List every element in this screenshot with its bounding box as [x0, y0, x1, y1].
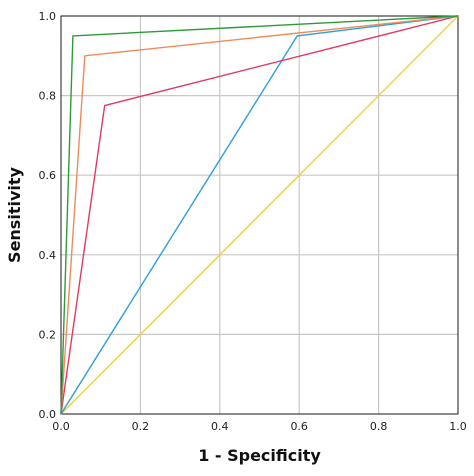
series-lines — [60, 15, 459, 415]
x-tick-label: 0.2 — [132, 420, 150, 433]
x-tick-label: 1.0 — [449, 420, 467, 433]
y-tick-label: 0.8 — [39, 90, 57, 103]
series-line-3 — [60, 15, 459, 415]
y-tick-label: 0.6 — [39, 169, 57, 182]
x-axis-label: 1 - Specificity — [198, 446, 321, 465]
x-tick-label: 0.6 — [290, 420, 308, 433]
y-tick-label: 0.0 — [39, 408, 57, 421]
series-line-2 — [60, 15, 459, 415]
y-tick-label: 0.4 — [39, 249, 57, 262]
series-line-1 — [60, 15, 459, 415]
y-axis-label: Sensitivity — [5, 166, 24, 262]
y-tick-label: 0.2 — [39, 328, 57, 341]
x-tick-labels: 0.0 0.2 0.4 0.6 0.8 1.0 — [52, 420, 467, 433]
x-tick-label: 0.0 — [52, 420, 70, 433]
x-tick-label: 0.4 — [211, 420, 229, 433]
y-tick-labels: 0.0 0.2 0.4 0.6 0.8 1.0 — [39, 10, 57, 421]
y-tick-label: 1.0 — [39, 10, 57, 23]
x-tick-label: 0.8 — [370, 420, 388, 433]
series-line-5 — [60, 15, 459, 415]
plot-frame — [60, 15, 459, 415]
series-line-4 — [60, 15, 459, 415]
